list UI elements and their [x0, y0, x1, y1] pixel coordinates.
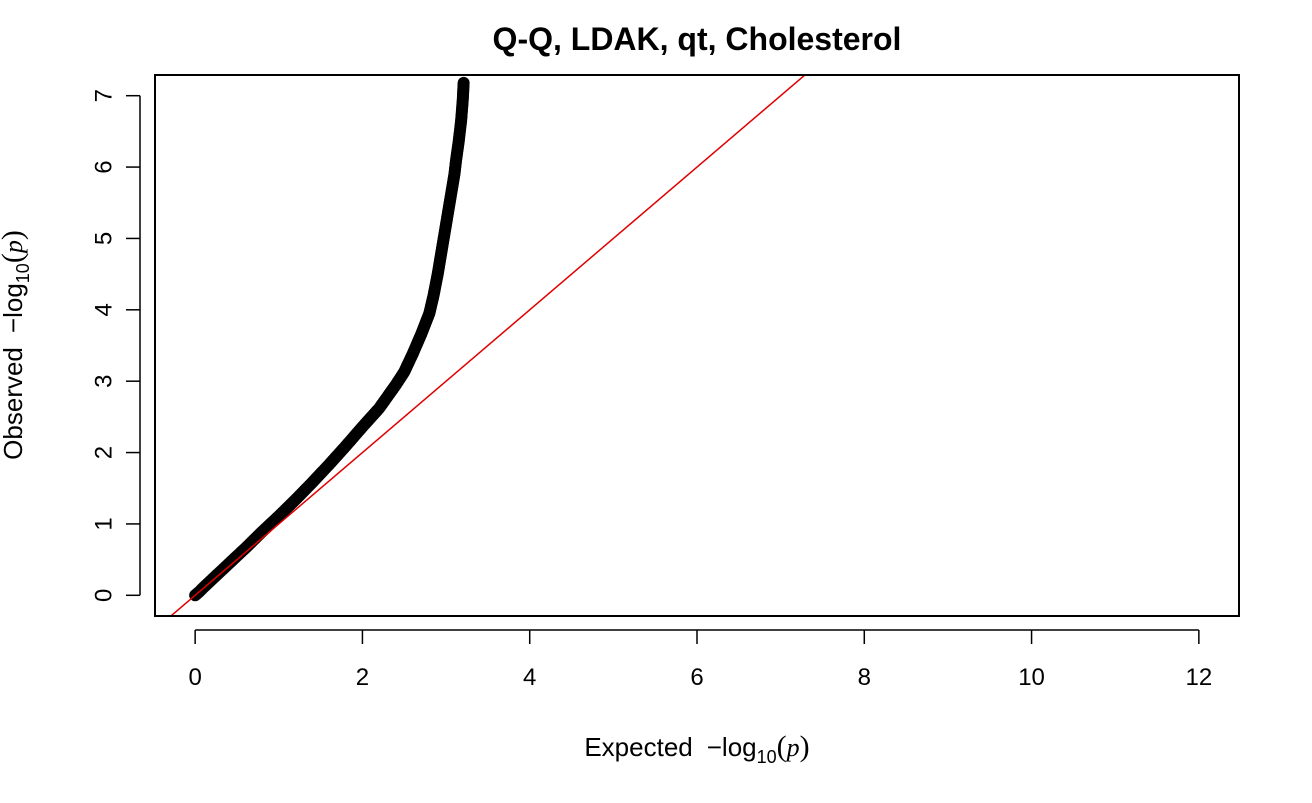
x-axis-label-open-paren: (	[777, 730, 787, 763]
y-axis-label-log: log	[0, 283, 28, 318]
reference-line	[169, 75, 807, 616]
x-tick-label: 4	[523, 664, 536, 691]
x-tick-label: 2	[356, 664, 369, 691]
y-tick-label: 3	[91, 375, 118, 388]
x-axis-label-close-paren: )	[800, 730, 810, 763]
y-tick-label: 7	[91, 89, 118, 102]
x-tick-label: 12	[1186, 664, 1213, 691]
data-point	[457, 76, 470, 89]
y-tick-label: 0	[91, 589, 118, 602]
x-tick-label: 10	[1018, 664, 1045, 691]
x-axis-label-log: log	[722, 732, 757, 762]
y-tick-label: 2	[91, 446, 118, 459]
y-tick-label: 1	[91, 517, 118, 530]
data-points	[189, 76, 470, 602]
x-tick-label: 6	[690, 664, 703, 691]
y-axis-label-close-paren: )	[0, 230, 29, 240]
y-axis-label-minus: −	[0, 318, 28, 333]
x-axis-label-sub: 10	[757, 747, 777, 767]
y-axis-label-var: p	[0, 240, 28, 255]
x-tick-label: 0	[188, 664, 201, 691]
x-axis-label-prefix: Expected	[584, 732, 692, 762]
x-axis: 0 2 4 6 8 10 12	[188, 629, 1213, 691]
x-tick-label: 8	[858, 664, 871, 691]
chart-title: Q-Q, LDAK, qt, Cholesterol	[493, 21, 902, 57]
y-axis-label-prefix: Observed	[0, 347, 28, 460]
x-axis-label: Expected −log10(p)	[584, 730, 809, 767]
plot-frame	[154, 74, 1240, 617]
x-axis-label-minus: −	[707, 732, 722, 762]
y-axis-label-open-paren: (	[0, 253, 29, 263]
y-tick-label: 6	[91, 160, 118, 173]
x-axis-label-var: p	[785, 733, 800, 762]
y-tick-label: 5	[91, 232, 118, 245]
reference-line-group	[169, 75, 807, 616]
y-tick-label: 4	[91, 303, 118, 316]
y-axis-label: Observed −log10(p)	[0, 230, 33, 460]
y-axis-label-sub: 10	[13, 263, 33, 283]
y-axis: 0 1 2 3 4 5 6 7	[91, 89, 141, 602]
